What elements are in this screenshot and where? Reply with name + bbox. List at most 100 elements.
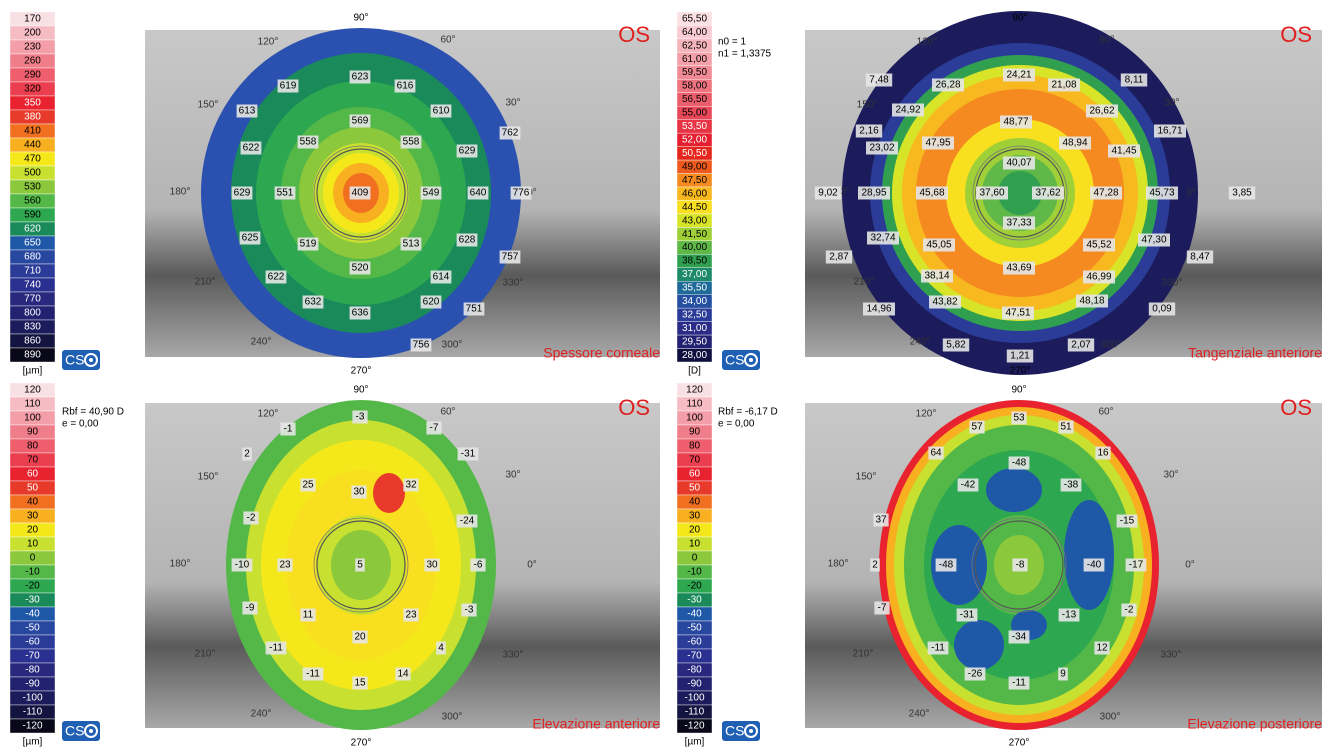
- logo-icon: [89, 358, 93, 362]
- angle-label: 210°: [853, 649, 874, 660]
- scale-label: 62,50: [682, 40, 707, 51]
- panel: 90°120°60°150°30°180°0°210°330°240°300°2…: [10, 12, 660, 377]
- scale-label: 90: [689, 427, 701, 438]
- map-value: 24,92: [895, 105, 920, 116]
- scale-label: 410: [24, 126, 41, 137]
- map-value: 9,02: [818, 188, 838, 199]
- scale-label: 120: [686, 385, 703, 396]
- scale-label: 50,50: [682, 148, 707, 159]
- scale-label: 890: [24, 350, 41, 361]
- scale-label: -20: [25, 581, 40, 592]
- scale-label: 37,00: [682, 269, 707, 280]
- map-value: 2,07: [1071, 340, 1091, 351]
- map-value: 2: [244, 449, 250, 460]
- scale-label: 60: [689, 469, 701, 480]
- map-value: -31: [461, 449, 476, 460]
- scale-label: 31,00: [682, 323, 707, 334]
- scale-label: 100: [686, 413, 703, 424]
- scale-label: 52,00: [682, 135, 707, 146]
- angle-label: 270°: [351, 366, 372, 377]
- angle-label: 210°: [195, 277, 216, 288]
- map-title: Spessore corneale: [543, 345, 660, 361]
- map-value: -26: [968, 669, 983, 680]
- eye-label: OS: [1280, 22, 1312, 47]
- map-value: -7: [430, 423, 439, 434]
- angle-label: 0°: [1185, 560, 1195, 571]
- angle-label: 60°: [440, 35, 455, 46]
- map-value: 16: [1097, 448, 1109, 459]
- map-value: -40: [1087, 560, 1102, 571]
- map-zone: [373, 473, 405, 513]
- map-value: 8,47: [1190, 252, 1210, 263]
- angle-label: 240°: [251, 337, 272, 348]
- map-value: 37,62: [1035, 188, 1060, 199]
- map-value: 23,02: [869, 143, 894, 154]
- scale-unit: [µm]: [23, 737, 43, 748]
- map-value: 629: [459, 146, 476, 157]
- map-value: 610: [433, 106, 450, 117]
- angle-label: 300°: [1101, 340, 1122, 351]
- map-value: 0,09: [1152, 304, 1172, 315]
- scale-label: 230: [24, 42, 41, 53]
- scale-label: 80: [689, 441, 701, 452]
- map-value: -38: [1064, 480, 1079, 491]
- scale-label: 740: [24, 280, 41, 291]
- map-value: -11: [1012, 678, 1026, 689]
- map-value: -11: [269, 643, 283, 654]
- map-value: 37: [875, 515, 887, 526]
- map-value: 32: [405, 480, 417, 491]
- angle-label: 330°: [1162, 278, 1183, 289]
- scale-label: -100: [22, 693, 42, 704]
- angle-label: 330°: [503, 278, 524, 289]
- scale-label: 28,00: [682, 350, 707, 361]
- angle-label: 180°: [828, 559, 849, 570]
- map-value: 48,77: [1003, 117, 1028, 128]
- map-value: 48,94: [1062, 138, 1087, 149]
- map-value: 45,52: [1086, 240, 1111, 251]
- map-value: 569: [352, 116, 369, 127]
- map-value: -34: [1012, 632, 1027, 643]
- scale-label: 55,00: [682, 108, 707, 119]
- angle-label: 330°: [1161, 650, 1182, 661]
- angle-label: 150°: [857, 100, 878, 111]
- map-value: 30: [353, 487, 365, 498]
- scale-label: 50: [689, 483, 701, 494]
- info-text: Rbf = 40,90 D: [62, 407, 124, 418]
- angle-label: 30°: [505, 470, 520, 481]
- scale-label: 100: [24, 413, 41, 424]
- map-title: Elevazione anteriore: [532, 716, 660, 732]
- map-value: 3,85: [1232, 188, 1252, 199]
- angle-label: 300°: [442, 340, 463, 351]
- scale-label: -100: [684, 693, 704, 704]
- angle-label: 150°: [198, 472, 219, 483]
- scale-label: 560: [24, 196, 41, 207]
- scale-label: 530: [24, 182, 41, 193]
- scale-label: 680: [24, 252, 41, 263]
- map-value: 20: [354, 632, 366, 643]
- map-title: Tangenziale anteriore: [1188, 345, 1322, 361]
- map-value: 57: [971, 422, 983, 433]
- scale-label: 800: [24, 308, 41, 319]
- angle-label: 180°: [170, 559, 191, 570]
- angle-label: 0°: [527, 560, 537, 571]
- scale-label: 60: [27, 469, 39, 480]
- scale-label: -120: [22, 721, 42, 732]
- angle-label: 240°: [251, 709, 272, 720]
- scale-label: 170: [24, 14, 41, 25]
- map-value: 8,11: [1125, 75, 1144, 86]
- map-value: 558: [300, 137, 317, 148]
- map-value: 2,87: [829, 252, 849, 263]
- map-value: 614: [433, 272, 450, 283]
- map-value: 15: [354, 678, 366, 689]
- scale-label: -10: [687, 567, 702, 578]
- map-value: 14: [397, 669, 409, 680]
- angle-label: 210°: [854, 277, 875, 288]
- map-value: 776: [513, 188, 530, 199]
- scale-label: 30: [689, 511, 701, 522]
- scale-label: 860: [24, 336, 41, 347]
- scale-label: 53,50: [682, 121, 707, 132]
- map-value: 756: [413, 340, 430, 351]
- scale-label: -30: [687, 595, 702, 606]
- map-value: 613: [239, 106, 256, 117]
- scale-label: 110: [25, 399, 41, 410]
